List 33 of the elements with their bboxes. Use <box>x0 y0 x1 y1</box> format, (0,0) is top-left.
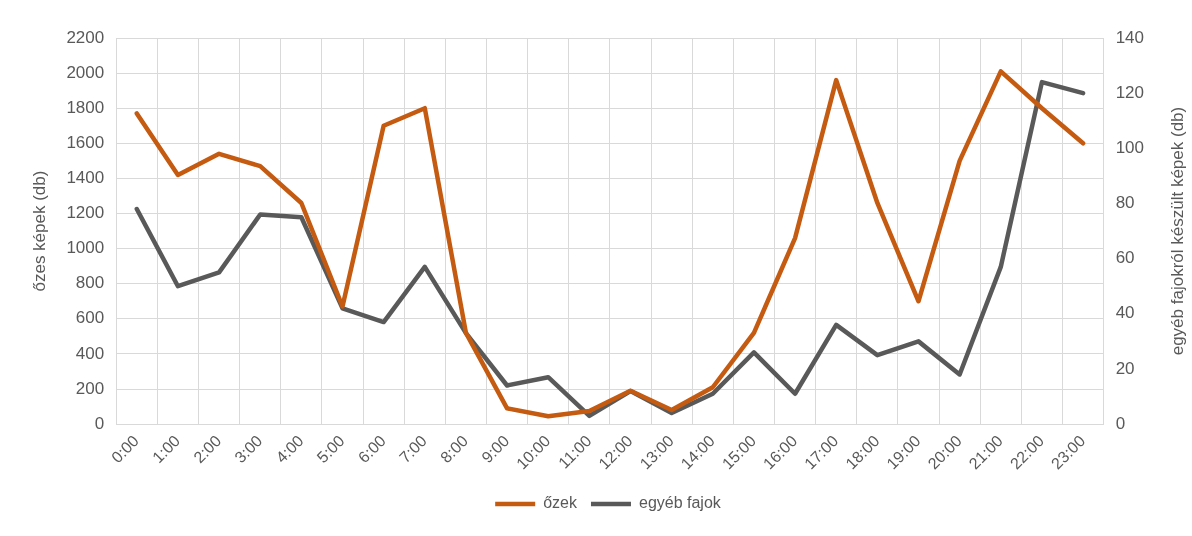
y2-tick-label: 0 <box>1115 413 1126 433</box>
y-tick-label: 2000 <box>66 62 105 82</box>
y-tick-label: 1600 <box>66 132 105 152</box>
y-tick-label: 1200 <box>66 203 105 223</box>
x-tick-label: 9:00 <box>478 432 513 467</box>
x-tick-label: 1:00 <box>149 432 184 467</box>
y-tick-label: 0 <box>94 413 105 433</box>
y2-tick-label: 100 <box>1115 138 1145 158</box>
y2-tick-label: 80 <box>1115 193 1135 213</box>
y-tick-label: 2200 <box>66 27 105 47</box>
y2-tick-label: 140 <box>1115 27 1145 47</box>
x-tick-label: 5:00 <box>313 432 348 467</box>
legend-label: egyéb fajok <box>638 494 722 512</box>
y-tick-label: 1000 <box>66 238 105 258</box>
y2-tick-label: 120 <box>1115 82 1145 102</box>
x-tick-label: 6:00 <box>354 432 389 467</box>
y-tick-label: 400 <box>75 343 105 363</box>
y2-tick-label: 20 <box>1115 358 1135 378</box>
x-tick-label: 0:00 <box>107 432 143 467</box>
y-tick-label: 800 <box>75 273 105 293</box>
y2-tick-label: 60 <box>1115 248 1135 268</box>
y-tick-label: 200 <box>75 378 105 398</box>
y-tick-label: 1800 <box>66 97 105 117</box>
y-tick-label: 1400 <box>66 168 105 188</box>
y2-tick-label: 40 <box>1115 303 1135 323</box>
x-tick-label: 7:00 <box>395 432 431 467</box>
y2-axis-title: egyéb fajokról készült képek (db) <box>1167 106 1187 356</box>
y-axis-title: őzes képek (db) <box>29 170 49 292</box>
x-tick-label: 4:00 <box>272 432 307 467</box>
x-tick-label: 3:00 <box>231 432 266 467</box>
legend-label: őzek <box>543 494 578 512</box>
y-tick-label: 600 <box>75 308 105 328</box>
x-tick-label: 8:00 <box>437 432 472 467</box>
